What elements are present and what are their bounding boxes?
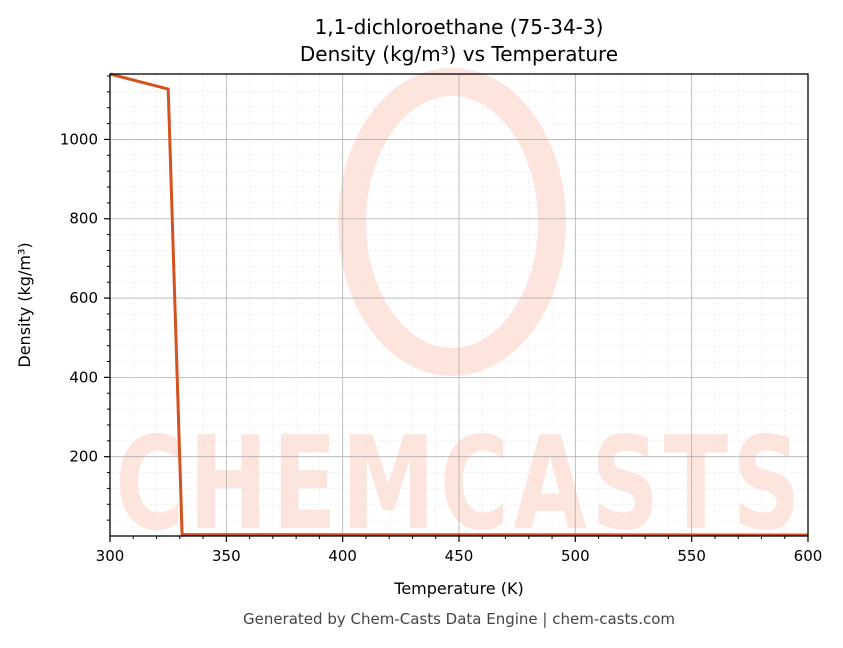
chart-title: 1,1-dichloroethane (75-34-3) [315,15,604,39]
y-tick-label: 200 [69,448,98,466]
chart-subtitle: Density (kg/m³) vs Temperature [300,42,618,66]
watermark: CHEMCASTS [115,68,805,559]
series-line-0 [109,72,809,537]
y-tick-label: 600 [69,289,98,307]
y-tick-label: 1000 [60,130,98,148]
x-axis-label: Temperature (K) [393,579,523,598]
x-tick-label: 500 [561,547,590,565]
x-tick-label: 600 [794,547,823,565]
watermark-logo-ring [338,68,566,376]
y-tick-label: 400 [69,368,98,386]
y-axis-ticks: 200 400 600 800 1000 [60,75,110,521]
x-tick-label: 450 [445,547,474,565]
x-tick-label: 300 [96,547,125,565]
x-axis-ticks: 300 350 400 450 500 550 600 [96,536,823,565]
x-tick-label: 550 [677,547,706,565]
series-layer [109,72,809,537]
watermark-text: CHEMCASTS [115,410,805,559]
footer-credit: Generated by Chem-Casts Data Engine | ch… [243,610,675,628]
y-axis-label: Density (kg/m³) [15,242,34,367]
y-tick-label: 800 [69,210,98,228]
x-tick-label: 400 [328,547,357,565]
x-tick-label: 350 [212,547,241,565]
